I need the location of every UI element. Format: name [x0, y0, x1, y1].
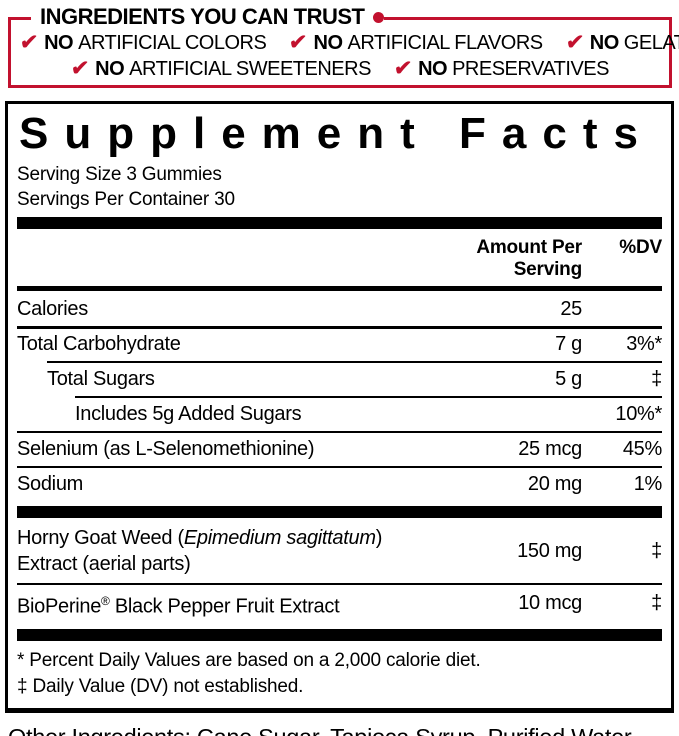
nutrient-amount: 10 mcg [518, 592, 582, 615]
footnote-dv-not-established: ‡ Daily Value (DV) not established. [17, 675, 304, 697]
checkmark-icon: ✔ [288, 31, 308, 54]
nutrient-name: Selenium (as L-Selenomethionine) [17, 438, 315, 460]
nutrient-dv: ‡ [651, 592, 662, 615]
nutrient-name-latin: Epimedium sagittatum [183, 527, 376, 549]
checkmark-icon: ✔ [18, 31, 39, 54]
trust-claim-label: GELATIN [623, 32, 679, 54]
trust-claim: ✔ NO ARTIFICIAL FLAVORS [288, 30, 544, 56]
table-row-horny-goat-weed: Horny Goat Weed (Epimedium sagittatum) E… [17, 518, 662, 583]
nutrient-name: Sodium [17, 473, 84, 495]
other-ingredients-line: Other Ingredients: Cane Sugar, Tapioca S… [8, 722, 671, 736]
trust-claim-label: ARTIFICIAL SWEETENERS [129, 58, 371, 80]
trust-claim-no: NO [418, 58, 448, 80]
trust-row-2: ✔ NO ARTIFICIAL SWEETENERS ✔ NO PRESERVATIVE… [11, 56, 669, 82]
footnote-daily-values: * Percent Daily Values are based on a 2,… [17, 649, 481, 671]
nutrient-brand: BioPerine [17, 595, 102, 618]
nutrient-dv: 1% [633, 472, 663, 495]
nutrient-name: Calories [17, 298, 88, 320]
table-header-row: Amount Per Serving %DV [17, 229, 662, 286]
divider-thick [17, 628, 662, 641]
trust-claim: ✔ NO ARTIFICIAL SWEETENERS [69, 56, 372, 82]
checkmark-icon: ✔ [69, 57, 90, 80]
divider-medium [17, 286, 662, 291]
table-row-total-sugars: Total Sugars 5 g ‡ [17, 361, 662, 396]
trust-claim: ✔ NO PRESERVATIVES [392, 56, 610, 82]
nutrient-amount: 7 g [555, 332, 582, 355]
table-row-bioperine: BioPerine® Black Pepper Fruit Extract 10… [17, 583, 662, 624]
trust-claim-label: ARTIFICIAL COLORS [78, 32, 267, 54]
trust-claim-label: ARTIFICIAL FLAVORS [347, 32, 544, 54]
trust-claim: ✔NOGELATIN [564, 30, 679, 56]
nutrient-dv: 10%* [615, 402, 662, 425]
trust-banner-title-text: INGREDIENTS YOU CAN TRUST [40, 4, 365, 29]
footnotes: * Percent Daily Values are based on a 2,… [17, 641, 662, 703]
checkmark-icon: ✔ [392, 57, 413, 80]
table-row-sodium: Sodium 20 mg 1% [17, 466, 662, 501]
nutrient-name: Total Sugars [47, 368, 155, 390]
trust-banner: INGREDIENTS YOU CAN TRUST ✔ NO ARTIFICIAL … [8, 4, 679, 88]
nutrient-name: BioPerine® Black Pepper Fruit Extract [17, 588, 432, 620]
table-row-selenium: Selenium (as L-Selenomethionine) 25 mcg … [17, 431, 662, 466]
trust-claim-label: PRESERVATIVES [452, 58, 609, 80]
table-row-total-carbohydrate: Total Carbohydrate 7 g 3%* [17, 326, 662, 361]
nutrient-dv: ‡ [651, 367, 662, 390]
nutrient-name-prefix: Horny Goat Weed ( [17, 527, 184, 549]
trust-claim: ✔ NO ARTIFICIAL COLORS [18, 30, 267, 56]
nutrient-amount: 25 [560, 297, 582, 320]
nutrient-name-rest: Black Pepper Fruit Extract [109, 595, 340, 618]
bullet-dot-icon [373, 11, 385, 23]
trust-row-1: ✔ NO ARTIFICIAL COLORS ✔ NO ARTIFICIAL FLAVO… [11, 30, 679, 56]
checkmark-icon: ✔ [564, 31, 585, 54]
other-ingredients: Other Ingredients: Cane Sugar, Tapioca S… [8, 722, 671, 736]
panel-title: Supplement Facts [19, 109, 654, 158]
column-header-amount: Amount Per Serving [476, 237, 582, 280]
column-header-dv: %DV [619, 237, 662, 258]
nutrient-dv: 3%* [626, 332, 662, 355]
trust-banner-title: INGREDIENTS YOU CAN TRUST [31, 4, 385, 30]
nutrient-dv: ‡ [651, 539, 662, 562]
nutrient-amount: 25 mcg [518, 437, 582, 460]
servings-per-container: Servings Per Container 30 [17, 189, 235, 210]
table-row-calories: Calories 25 [17, 291, 662, 326]
supplement-facts-panel: Supplement Facts Serving Size 3 Gummies … [5, 101, 674, 713]
trust-claim-no: NO [44, 32, 74, 54]
nutrient-amount: 5 g [555, 367, 582, 390]
nutrient-dv: 45% [622, 437, 662, 460]
divider-thick [17, 506, 662, 518]
trust-claim-no: NO [589, 32, 620, 54]
nutrient-name: Horny Goat Weed (Epimedium sagittatum) E… [17, 525, 432, 577]
trust-claim-no: NO [95, 58, 125, 80]
trust-claim-no: NO [313, 32, 344, 54]
nutrient-name-suffix: ) Extract (aerial parts) [17, 527, 383, 575]
registered-trademark-icon: ® [101, 594, 110, 608]
nutrient-name: Total Carbohydrate [17, 333, 181, 355]
divider-thick [17, 217, 662, 229]
serving-size: Serving Size 3 Gummies [17, 164, 222, 185]
nutrient-amount: 20 mg [527, 472, 582, 495]
nutrient-amount: 150 mg [517, 539, 582, 562]
nutrient-name: Includes 5g Added Sugars [75, 403, 302, 425]
table-row-added-sugars: Includes 5g Added Sugars 10%* [17, 396, 662, 431]
